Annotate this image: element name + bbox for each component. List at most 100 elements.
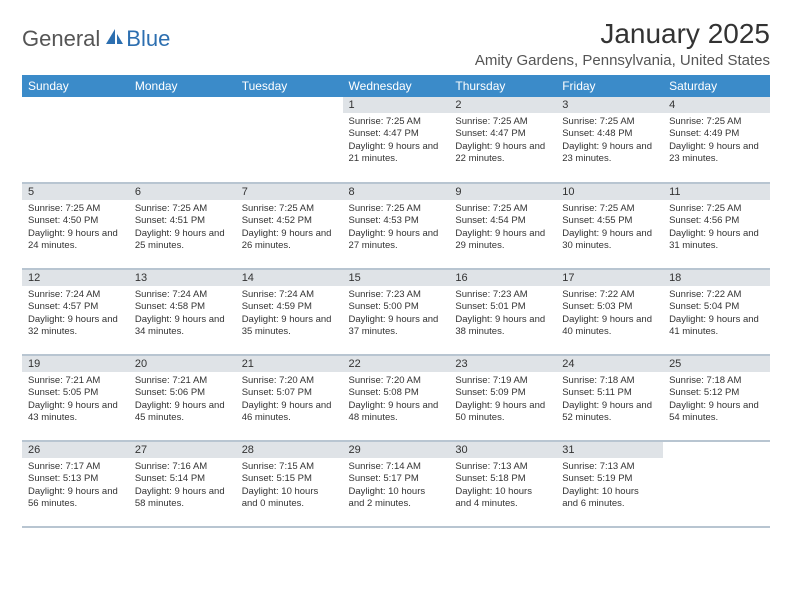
day-header: Wednesday <box>343 75 450 97</box>
day-number: 16 <box>449 270 556 286</box>
day-header: Sunday <box>22 75 129 97</box>
calendar-cell: 31Sunrise: 7:13 AMSunset: 5:19 PMDayligh… <box>556 441 663 527</box>
sunrise-line: Sunrise: 7:23 AM <box>455 289 550 301</box>
day-number: 11 <box>663 184 770 200</box>
daylight-line: Daylight: 9 hours and 25 minutes. <box>135 228 230 253</box>
daylight-line: Daylight: 9 hours and 52 minutes. <box>562 400 657 425</box>
day-details: Sunrise: 7:21 AMSunset: 5:06 PMDaylight:… <box>129 372 236 426</box>
sunset-line: Sunset: 5:08 PM <box>349 387 444 399</box>
sunrise-line: Sunrise: 7:20 AM <box>349 375 444 387</box>
calendar-body: 1Sunrise: 7:25 AMSunset: 4:47 PMDaylight… <box>22 97 770 527</box>
sunset-line: Sunset: 5:09 PM <box>455 387 550 399</box>
calendar-cell: 25Sunrise: 7:18 AMSunset: 5:12 PMDayligh… <box>663 355 770 441</box>
calendar-cell: 7Sunrise: 7:25 AMSunset: 4:52 PMDaylight… <box>236 183 343 269</box>
sunrise-line: Sunrise: 7:13 AM <box>562 461 657 473</box>
day-details: Sunrise: 7:17 AMSunset: 5:13 PMDaylight:… <box>22 458 129 512</box>
calendar-week: 12Sunrise: 7:24 AMSunset: 4:57 PMDayligh… <box>22 269 770 355</box>
calendar-cell: 14Sunrise: 7:24 AMSunset: 4:59 PMDayligh… <box>236 269 343 355</box>
sunset-line: Sunset: 4:59 PM <box>242 301 337 313</box>
sunset-line: Sunset: 4:49 PM <box>669 128 764 140</box>
sunrise-line: Sunrise: 7:19 AM <box>455 375 550 387</box>
header: General Blue January 2025 Amity Gardens,… <box>22 18 770 69</box>
sunrise-line: Sunrise: 7:24 AM <box>135 289 230 301</box>
day-details: Sunrise: 7:25 AMSunset: 4:50 PMDaylight:… <box>22 200 129 254</box>
day-details: Sunrise: 7:25 AMSunset: 4:49 PMDaylight:… <box>663 113 770 167</box>
logo-text-general: General <box>22 26 100 52</box>
day-number: 23 <box>449 356 556 372</box>
daylight-line: Daylight: 9 hours and 50 minutes. <box>455 400 550 425</box>
calendar-cell: 15Sunrise: 7:23 AMSunset: 5:00 PMDayligh… <box>343 269 450 355</box>
calendar-cell: 16Sunrise: 7:23 AMSunset: 5:01 PMDayligh… <box>449 269 556 355</box>
day-number: 9 <box>449 184 556 200</box>
day-details: Sunrise: 7:24 AMSunset: 4:57 PMDaylight:… <box>22 286 129 340</box>
calendar-cell: 22Sunrise: 7:20 AMSunset: 5:08 PMDayligh… <box>343 355 450 441</box>
logo: General Blue <box>22 26 170 52</box>
calendar-cell: 11Sunrise: 7:25 AMSunset: 4:56 PMDayligh… <box>663 183 770 269</box>
daylight-line: Daylight: 9 hours and 54 minutes. <box>669 400 764 425</box>
day-number: 24 <box>556 356 663 372</box>
sunset-line: Sunset: 5:18 PM <box>455 473 550 485</box>
day-details: Sunrise: 7:25 AMSunset: 4:56 PMDaylight:… <box>663 200 770 254</box>
day-details: Sunrise: 7:13 AMSunset: 5:18 PMDaylight:… <box>449 458 556 512</box>
sunset-line: Sunset: 4:55 PM <box>562 215 657 227</box>
day-details: Sunrise: 7:13 AMSunset: 5:19 PMDaylight:… <box>556 458 663 512</box>
day-details: Sunrise: 7:25 AMSunset: 4:54 PMDaylight:… <box>449 200 556 254</box>
sunset-line: Sunset: 4:47 PM <box>349 128 444 140</box>
calendar-cell: 13Sunrise: 7:24 AMSunset: 4:58 PMDayligh… <box>129 269 236 355</box>
calendar-cell: 10Sunrise: 7:25 AMSunset: 4:55 PMDayligh… <box>556 183 663 269</box>
location: Amity Gardens, Pennsylvania, United Stat… <box>475 52 770 69</box>
calendar-cell: 26Sunrise: 7:17 AMSunset: 5:13 PMDayligh… <box>22 441 129 527</box>
daylight-line: Daylight: 9 hours and 26 minutes. <box>242 228 337 253</box>
sunrise-line: Sunrise: 7:25 AM <box>349 203 444 215</box>
calendar-cell <box>663 441 770 527</box>
day-details: Sunrise: 7:25 AMSunset: 4:51 PMDaylight:… <box>129 200 236 254</box>
day-details: Sunrise: 7:16 AMSunset: 5:14 PMDaylight:… <box>129 458 236 512</box>
sunrise-line: Sunrise: 7:24 AM <box>28 289 123 301</box>
daylight-line: Daylight: 9 hours and 58 minutes. <box>135 486 230 511</box>
day-details: Sunrise: 7:24 AMSunset: 4:58 PMDaylight:… <box>129 286 236 340</box>
day-number: 5 <box>22 184 129 200</box>
day-details: Sunrise: 7:22 AMSunset: 5:03 PMDaylight:… <box>556 286 663 340</box>
sunset-line: Sunset: 4:47 PM <box>455 128 550 140</box>
calendar-week: 1Sunrise: 7:25 AMSunset: 4:47 PMDaylight… <box>22 97 770 183</box>
sunset-line: Sunset: 5:05 PM <box>28 387 123 399</box>
day-header-row: SundayMondayTuesdayWednesdayThursdayFrid… <box>22 75 770 97</box>
day-number: 27 <box>129 442 236 458</box>
sunrise-line: Sunrise: 7:25 AM <box>28 203 123 215</box>
day-details: Sunrise: 7:15 AMSunset: 5:15 PMDaylight:… <box>236 458 343 512</box>
sunrise-line: Sunrise: 7:23 AM <box>349 289 444 301</box>
day-number: 2 <box>449 97 556 113</box>
sunrise-line: Sunrise: 7:25 AM <box>669 116 764 128</box>
calendar-cell <box>129 97 236 183</box>
sunrise-line: Sunrise: 7:25 AM <box>242 203 337 215</box>
day-number: 14 <box>236 270 343 286</box>
day-number: 18 <box>663 270 770 286</box>
sunrise-line: Sunrise: 7:25 AM <box>562 203 657 215</box>
day-details: Sunrise: 7:24 AMSunset: 4:59 PMDaylight:… <box>236 286 343 340</box>
sunrise-line: Sunrise: 7:13 AM <box>455 461 550 473</box>
daylight-line: Daylight: 9 hours and 32 minutes. <box>28 314 123 339</box>
sunset-line: Sunset: 5:00 PM <box>349 301 444 313</box>
title-block: January 2025 Amity Gardens, Pennsylvania… <box>475 18 770 69</box>
daylight-line: Daylight: 10 hours and 2 minutes. <box>349 486 444 511</box>
daylight-line: Daylight: 9 hours and 45 minutes. <box>135 400 230 425</box>
calendar-cell: 17Sunrise: 7:22 AMSunset: 5:03 PMDayligh… <box>556 269 663 355</box>
day-details: Sunrise: 7:25 AMSunset: 4:47 PMDaylight:… <box>449 113 556 167</box>
calendar-cell: 6Sunrise: 7:25 AMSunset: 4:51 PMDaylight… <box>129 183 236 269</box>
sunset-line: Sunset: 5:03 PM <box>562 301 657 313</box>
day-number: 26 <box>22 442 129 458</box>
sunset-line: Sunset: 5:04 PM <box>669 301 764 313</box>
sunset-line: Sunset: 5:14 PM <box>135 473 230 485</box>
daylight-line: Daylight: 9 hours and 29 minutes. <box>455 228 550 253</box>
calendar-week: 5Sunrise: 7:25 AMSunset: 4:50 PMDaylight… <box>22 183 770 269</box>
daylight-line: Daylight: 9 hours and 23 minutes. <box>562 141 657 166</box>
sunset-line: Sunset: 4:53 PM <box>349 215 444 227</box>
sunrise-line: Sunrise: 7:25 AM <box>455 116 550 128</box>
sunset-line: Sunset: 5:17 PM <box>349 473 444 485</box>
logo-text-blue: Blue <box>126 26 170 52</box>
sunset-line: Sunset: 5:06 PM <box>135 387 230 399</box>
daylight-line: Daylight: 10 hours and 6 minutes. <box>562 486 657 511</box>
day-header: Monday <box>129 75 236 97</box>
sunset-line: Sunset: 4:57 PM <box>28 301 123 313</box>
day-details: Sunrise: 7:21 AMSunset: 5:05 PMDaylight:… <box>22 372 129 426</box>
